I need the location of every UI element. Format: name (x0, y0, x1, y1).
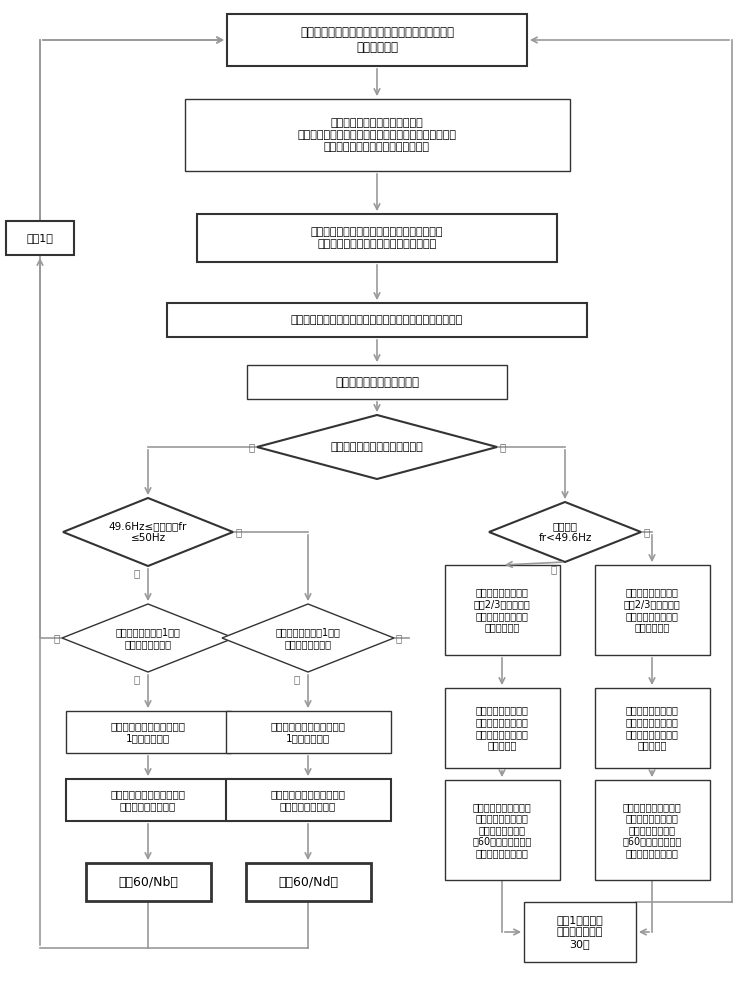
FancyBboxPatch shape (524, 902, 636, 962)
Text: 有已接收指令超过1分钟
的可减出力机组？: 有已接收指令超过1分钟 的可减出力机组？ (275, 627, 341, 649)
Text: 是: 是 (550, 564, 557, 574)
FancyBboxPatch shape (197, 214, 557, 262)
FancyBboxPatch shape (594, 565, 710, 655)
Text: 参考频率
fr<49.6Hz: 参考频率 fr<49.6Hz (538, 521, 592, 543)
Text: 确定并下发被调节机组本次
调节应达到的功率值: 确定并下发被调节机组本次 调节应达到的功率值 (111, 789, 185, 811)
Text: 有已接收指令超过1分钟
的可增出力机组？: 有已接收指令超过1分钟 的可增出力机组？ (115, 627, 180, 649)
Text: 等待60/Nb秒: 等待60/Nb秒 (118, 876, 178, 888)
Text: 根据各机组运行点，确定其当前的可调节容量上下
限和调节裕度: 根据各机组运行点，确定其当前的可调节容量上下 限和调节裕度 (300, 26, 454, 54)
Text: 按优先级指标选择出当前的
1个减出力机组: 按优先级指标选择出当前的 1个减出力机组 (271, 721, 345, 743)
Polygon shape (257, 415, 497, 479)
FancyBboxPatch shape (227, 14, 527, 66)
FancyBboxPatch shape (594, 688, 710, 768)
Text: 对于参与共同下调节的
每一台机组，当其上
一指令接收时间超
过60秒时，对其下发
本次的功率调节指令: 对于参与共同下调节的 每一台机组，当其上 一指令接收时间超 过60秒时，对其下发… (622, 802, 682, 858)
Text: 按等容量裕度原则将
频率偏差有功调节量
分配到各参与共同下
调节的机组: 按等容量裕度原则将 频率偏差有功调节量 分配到各参与共同下 调节的机组 (626, 706, 679, 750)
FancyBboxPatch shape (445, 780, 559, 880)
FancyBboxPatch shape (445, 688, 559, 768)
Text: 按等容量裕度原则将
频率偏差有功调节量
分配到各参与共同上
调节的机组: 按等容量裕度原则将 频率偏差有功调节量 分配到各参与共同上 调节的机组 (476, 706, 529, 750)
Text: 是: 是 (249, 442, 255, 452)
Text: 等待1秒: 等待1秒 (26, 233, 54, 243)
Text: 选择正常运行的发电机母线，确定当前小型电网的参考频率: 选择正常运行的发电机母线，确定当前小型电网的参考频率 (291, 315, 463, 325)
Text: 频率偏差有功调节量的计算: 频率偏差有功调节量的计算 (335, 375, 419, 388)
Text: 否: 否 (235, 527, 241, 537)
Text: 按优先级指标选择出当前的
1个增出力机组: 按优先级指标选择出当前的 1个增出力机组 (111, 721, 185, 743)
Polygon shape (62, 604, 234, 672)
FancyBboxPatch shape (85, 863, 210, 901)
FancyBboxPatch shape (225, 779, 391, 821)
Polygon shape (222, 604, 394, 672)
FancyBboxPatch shape (6, 221, 74, 255)
Text: 否: 否 (643, 527, 649, 537)
Polygon shape (489, 502, 641, 562)
Text: 等待60/Nd秒: 等待60/Nd秒 (278, 876, 338, 888)
FancyBboxPatch shape (246, 863, 370, 901)
Text: 否: 否 (396, 633, 402, 643)
Text: 否: 否 (499, 442, 505, 452)
Text: 49.6Hz≤参考频率fr
≤50Hz: 49.6Hz≤参考频率fr ≤50Hz (109, 521, 187, 543)
Text: 按优先级顺序选择出
超过2/3总上调节裕
度的机组作为本次的
共同调节机组: 按优先级顺序选择出 超过2/3总上调节裕 度的机组作为本次的 共同调节机组 (474, 588, 530, 632)
Polygon shape (63, 498, 233, 566)
Text: 给第1台机组下
发指令后，等待
30秒: 给第1台机组下 发指令后，等待 30秒 (556, 915, 603, 949)
Text: 是: 是 (294, 674, 300, 684)
FancyBboxPatch shape (225, 711, 391, 753)
Text: 是: 是 (133, 674, 140, 684)
Text: 对于参与共同上调节的
每一台机组，当其上
一指令接收时间超
过60秒时，对其下发
本次的功率调节指令: 对于参与共同上调节的 每一台机组，当其上 一指令接收时间超 过60秒时，对其下发… (472, 802, 532, 858)
Text: 按优先级顺序选择出
超过2/3总下调节裕
度的机组作为本次的
共同调节机组: 按优先级顺序选择出 超过2/3总下调节裕 度的机组作为本次的 共同调节机组 (624, 588, 680, 632)
FancyBboxPatch shape (185, 99, 569, 171)
Text: 否: 否 (54, 633, 60, 643)
Text: 电网参考频率是否在安全范围内: 电网参考频率是否在安全范围内 (330, 442, 424, 452)
Text: 确定并下发被调节机组本次
调节应达到的功率值: 确定并下发被调节机组本次 调节应达到的功率值 (271, 789, 345, 811)
FancyBboxPatch shape (66, 711, 231, 753)
FancyBboxPatch shape (445, 565, 559, 655)
FancyBboxPatch shape (247, 365, 507, 399)
FancyBboxPatch shape (167, 303, 587, 337)
FancyBboxPatch shape (66, 779, 231, 821)
Text: 根据实时修正的负荷预测曲线，
按照参与发电的可调节机组的容量大小和快速调节能力
的不同将计划总发电量分配到各机组: 根据实时修正的负荷预测曲线， 按照参与发电的可调节机组的容量大小和快速调节能力 … (298, 118, 456, 152)
Text: 是: 是 (133, 568, 140, 578)
Text: 计算出各机组当前时段当前时刻有功计划出力
比上一时段末时刻有功计划出力的增加量: 计算出各机组当前时段当前时刻有功计划出力 比上一时段末时刻有功计划出力的增加量 (311, 227, 443, 249)
FancyBboxPatch shape (594, 780, 710, 880)
